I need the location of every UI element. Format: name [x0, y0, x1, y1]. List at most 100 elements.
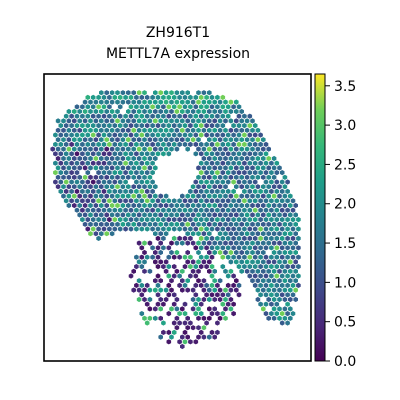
expression-spot — [266, 231, 271, 237]
expression-spot — [271, 278, 277, 284]
expression-spot — [131, 146, 136, 152]
expression-spot — [82, 221, 88, 227]
expression-spot — [142, 127, 147, 133]
expression-spot — [261, 306, 266, 312]
expression-spot — [193, 264, 199, 270]
colorbar-tick-label: 3.0 — [334, 118, 356, 134]
expression-spot — [266, 278, 271, 284]
expression-spot — [279, 245, 285, 251]
expression-spot — [263, 160, 269, 166]
expression-spot — [158, 221, 163, 227]
expression-spot — [158, 278, 163, 284]
expression-spot — [182, 132, 188, 138]
expression-spot — [279, 254, 285, 260]
expression-spot — [198, 254, 204, 260]
expression-spot — [134, 198, 139, 204]
expression-spot — [112, 113, 118, 119]
expression-spot — [74, 113, 80, 119]
expression-spot — [263, 188, 269, 194]
expression-spot — [174, 127, 180, 133]
expression-spot — [177, 113, 182, 119]
expression-spot — [177, 217, 182, 223]
expression-spot — [258, 198, 263, 204]
expression-spot — [90, 188, 96, 194]
expression-spot — [128, 141, 134, 147]
expression-spot — [266, 165, 271, 171]
expression-spot — [109, 184, 115, 190]
expression-spot — [293, 259, 298, 265]
expression-spot — [266, 184, 271, 190]
expression-spot — [190, 268, 196, 274]
expression-spot — [279, 170, 285, 176]
expression-spot — [247, 188, 253, 194]
expression-spot — [255, 221, 261, 227]
expression-spot — [242, 179, 247, 185]
expression-spot — [215, 292, 220, 298]
expression-spot — [128, 94, 134, 100]
expression-spot — [193, 113, 199, 119]
expression-spot — [215, 245, 220, 251]
expression-spot — [123, 113, 128, 119]
expression-spot — [107, 179, 112, 185]
expression-spot — [85, 104, 91, 110]
expression-spot — [198, 329, 204, 335]
expression-spot — [50, 146, 55, 152]
expression-spot — [153, 306, 158, 312]
expression-spot — [255, 278, 261, 284]
expression-spot — [193, 94, 199, 100]
expression-spot — [101, 217, 107, 223]
expression-spot — [120, 155, 126, 162]
expression-spot — [247, 217, 253, 223]
expression-spot — [99, 108, 104, 115]
expression-spot — [147, 212, 153, 218]
expression-spot — [190, 184, 196, 190]
expression-spot — [147, 146, 153, 152]
expression-spot — [296, 217, 301, 223]
expression-spot — [244, 174, 250, 180]
expression-spot — [263, 179, 269, 185]
expression-spot — [239, 268, 244, 274]
expression-spot — [74, 179, 80, 185]
expression-spot — [120, 165, 126, 171]
expression-spot — [220, 123, 226, 129]
expression-spot — [169, 240, 174, 246]
expression-spot — [279, 226, 285, 232]
expression-spot — [217, 193, 223, 199]
expression-spot — [223, 287, 228, 293]
expression-spot — [215, 282, 220, 288]
expression-spot — [231, 301, 236, 307]
expression-spot — [136, 165, 142, 171]
expression-spot — [250, 118, 255, 124]
expression-spot — [99, 221, 104, 227]
expression-spot — [212, 240, 217, 246]
expression-spot — [115, 165, 120, 171]
expression-spot — [196, 315, 201, 321]
expression-spot — [77, 146, 82, 152]
expression-spot — [236, 113, 242, 119]
expression-spot — [182, 329, 188, 335]
expression-spot — [212, 212, 217, 218]
expression-spot — [252, 151, 258, 157]
expression-spot — [169, 287, 174, 293]
expression-spot — [212, 108, 217, 115]
expression-spot — [126, 90, 131, 96]
expression-spot — [161, 320, 166, 326]
expression-spot — [171, 217, 177, 223]
expression-spot — [274, 282, 280, 288]
expression-spot — [231, 151, 236, 157]
expression-spot — [277, 202, 282, 209]
expression-spot — [258, 245, 263, 251]
expression-spot — [107, 141, 112, 147]
expression-spot — [271, 296, 277, 303]
expression-spot — [258, 170, 263, 176]
expression-spot — [53, 132, 58, 138]
expression-spot — [99, 118, 104, 124]
expression-spot — [279, 273, 285, 279]
expression-spot — [207, 127, 212, 133]
expression-spot — [234, 155, 239, 162]
expression-spot — [215, 123, 220, 129]
expression-spot — [193, 123, 199, 129]
expression-spot — [93, 221, 99, 227]
expression-spot — [296, 235, 301, 241]
expression-spot — [279, 235, 285, 241]
